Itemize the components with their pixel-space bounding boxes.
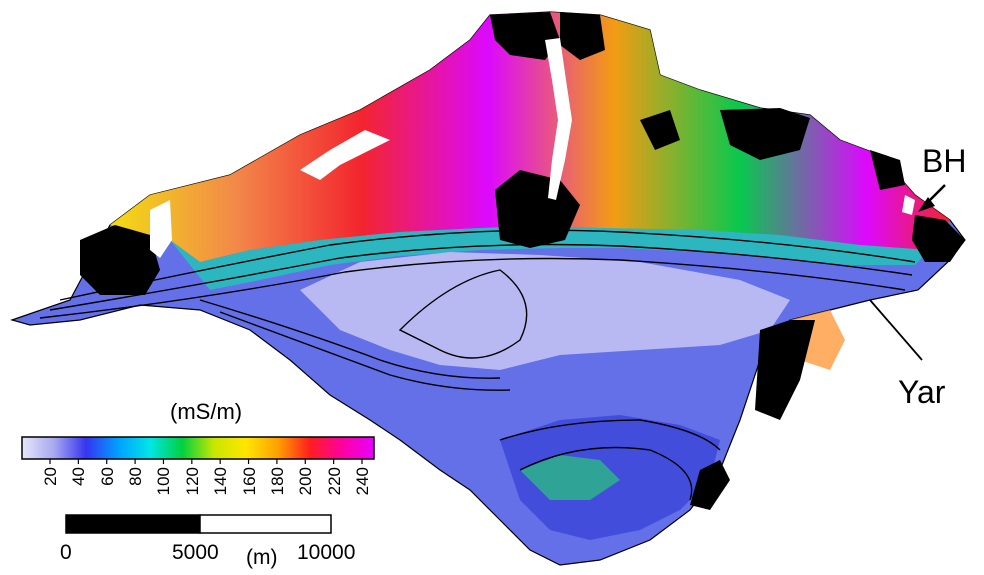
legend-tick-label: 40 — [69, 467, 89, 486]
legend-tick-label: 120 — [182, 467, 202, 496]
legend-tick-label: 100 — [154, 467, 174, 496]
transition-band — [170, 226, 930, 290]
scalebar-label-end: 10000 — [297, 541, 356, 564]
scalebar-label-start: 0 — [60, 541, 72, 564]
legend-tick-label: 140 — [211, 467, 231, 496]
legend-tick-label: 200 — [296, 467, 316, 496]
scalebar-label-mid: 5000 — [172, 541, 219, 564]
yar-label: Yar — [898, 374, 946, 410]
north-high-zone — [110, 12, 950, 262]
legend-tick-label: 220 — [324, 467, 344, 496]
legend-tick-label: 240 — [353, 467, 372, 496]
legend-tick-label: 80 — [126, 467, 146, 486]
south-green-patch — [520, 455, 620, 500]
legend-tick-label: 180 — [267, 467, 287, 496]
legend-tick-label: 160 — [239, 467, 259, 496]
legend-tick-marks — [49, 459, 363, 464]
rivers — [150, 38, 915, 258]
legend-tick-label: 20 — [41, 467, 60, 486]
scalebar-unit-label: (m) — [246, 546, 278, 569]
legend-tick-label: 60 — [97, 467, 117, 486]
scalebar-black-segment — [65, 514, 201, 534]
masked-areas — [80, 12, 965, 510]
bh-label: BH — [922, 143, 967, 179]
bh-arrowhead — [918, 197, 935, 212]
yar-pointer — [869, 299, 923, 361]
contour-lines — [39, 229, 916, 501]
scalebar-white-segment — [199, 514, 332, 534]
legend-unit-label: (mS/m) — [170, 399, 243, 424]
legend-colorbar — [21, 436, 375, 460]
